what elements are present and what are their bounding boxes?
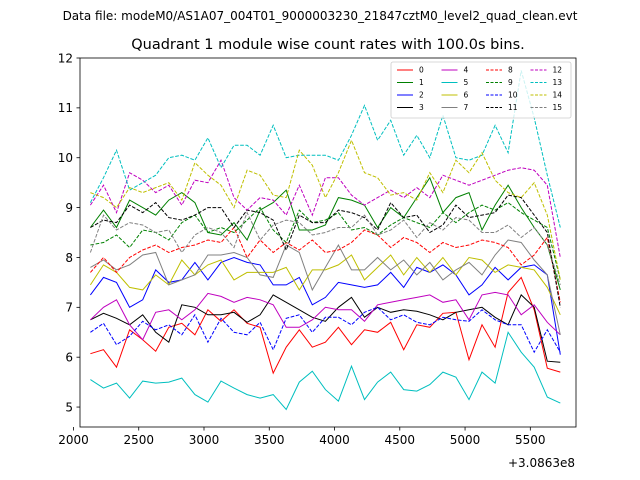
legend-frame — [390, 61, 572, 119]
y-tick-label: 8 — [65, 251, 73, 265]
series-lines — [89, 70, 561, 411]
x-tick-label: 2000 — [58, 433, 89, 447]
legend-label-1: 1 — [419, 78, 424, 87]
series-line-4 — [90, 291, 561, 341]
legend-label-3: 3 — [419, 103, 424, 112]
series-line-1 — [90, 176, 561, 291]
y-tick-label: 10 — [58, 151, 73, 165]
y-tick-label: 9 — [65, 201, 73, 215]
legend-label-8: 8 — [508, 66, 513, 75]
legend-label-9: 9 — [508, 78, 513, 87]
legend-label-11: 11 — [508, 103, 518, 112]
x-tick-label: 5500 — [515, 433, 546, 447]
series-line-10 — [90, 306, 561, 354]
chart-title: Quadrant 1 module wise count rates with … — [131, 37, 525, 53]
legend-label-10: 10 — [508, 91, 518, 100]
series-line-0 — [90, 276, 561, 375]
legend-label-15: 15 — [553, 103, 563, 112]
series-line-12 — [89, 159, 561, 258]
figure-suptitle: Data file: modeM0/AS1A07_004T01_90000032… — [63, 9, 578, 23]
y-tick-label: 7 — [65, 301, 73, 315]
legend-label-7: 7 — [464, 103, 469, 112]
y-tick-label: 6 — [65, 350, 73, 364]
x-tick-label: 3500 — [254, 433, 285, 447]
x-tick-label: 4000 — [319, 433, 350, 447]
legend-label-5: 5 — [464, 78, 469, 87]
x-tick-label: 3000 — [189, 433, 220, 447]
series-line-9 — [90, 202, 561, 281]
series-line-2 — [89, 256, 561, 355]
legend-label-0: 0 — [419, 66, 424, 75]
legend-label-6: 6 — [464, 91, 469, 100]
y-tick-label: 5 — [65, 400, 73, 414]
series-line-5 — [90, 331, 561, 411]
series-line-14 — [90, 138, 561, 280]
series-line-6 — [89, 254, 561, 316]
axes: 2000 2500 3000 3500 4000 4500 5000 550056789101… — [58, 51, 577, 447]
x-tick-label: 4500 — [385, 433, 416, 447]
y-tick-label: 12 — [58, 51, 73, 65]
y-tick-label: 11 — [58, 101, 73, 115]
legend-label-4: 4 — [464, 66, 469, 75]
legend-label-14: 14 — [553, 91, 563, 100]
series-line-15 — [89, 211, 561, 286]
series-line-8 — [90, 226, 561, 303]
series-line-3 — [90, 294, 561, 363]
legend-label-12: 12 — [553, 66, 563, 75]
plot-area — [89, 70, 561, 411]
x-tick-label: 5000 — [450, 433, 481, 447]
legend-label-2: 2 — [419, 91, 424, 100]
series-line-13 — [89, 70, 561, 228]
x-tick-label: 2500 — [123, 433, 154, 447]
series-line-7 — [90, 239, 561, 335]
x-offset-label: +3.0863e8 — [508, 456, 575, 470]
series-line-11 — [90, 194, 561, 308]
axes-frame — [79, 57, 577, 428]
legend-label-13: 13 — [553, 78, 563, 87]
